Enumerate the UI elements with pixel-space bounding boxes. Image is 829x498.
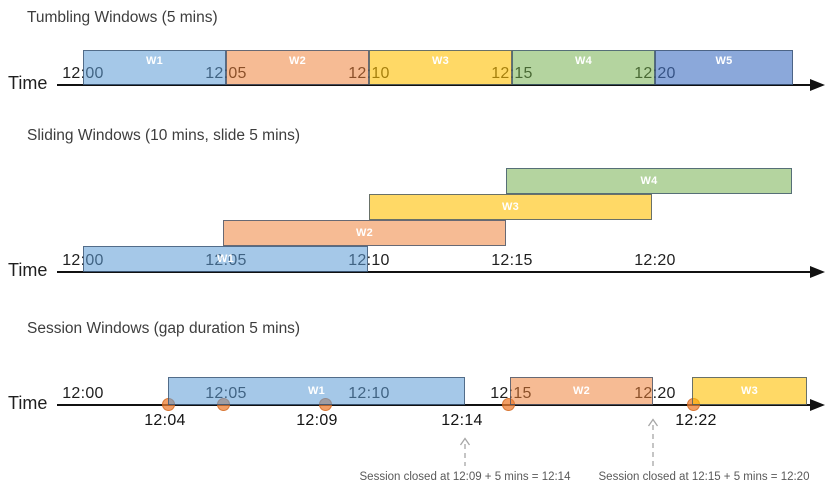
session-windows-time-label: Time <box>8 393 48 413</box>
window-label: W3 <box>501 201 520 213</box>
sliding-windows-title: Sliding Windows (10 mins, slide 5 mins) <box>27 127 301 144</box>
session-windows-bar-w2: W2 <box>510 377 653 405</box>
session-windows-bar-w3: W3 <box>692 377 807 405</box>
sliding-windows-tick-label: 12:15 <box>491 252 533 269</box>
session-close-caption: Session closed at 12:15 + 5 mins = 12:20 <box>598 471 810 483</box>
session-close-caption: Session closed at 12:09 + 5 mins = 12:14 <box>359 471 571 483</box>
sliding-windows-bar-w2: W2 <box>223 220 506 246</box>
tumbling-windows-axis-line <box>57 84 810 86</box>
tumbling-windows-bar-w3: W3 <box>369 50 512 85</box>
window-label: W4 <box>640 175 658 187</box>
window-label: W2 <box>355 227 374 239</box>
session-close-arrow-icon <box>647 418 659 466</box>
tumbling-windows-bar-w4: W4 <box>512 50 655 85</box>
tumbling-windows-axis-arrowhead-icon <box>810 79 825 91</box>
event-time-label: 12:09 <box>296 412 338 429</box>
window-label: W2 <box>572 385 591 397</box>
sliding-windows-axis-arrowhead-icon <box>810 266 825 278</box>
tumbling-windows-time-label: Time <box>8 73 48 93</box>
window-label: W5 <box>715 55 733 67</box>
sliding-windows-bar-w4: W4 <box>506 168 792 194</box>
sliding-windows-tick-label: 12:20 <box>634 252 676 269</box>
event-time-label: 12:04 <box>144 412 186 429</box>
window-label: W1 <box>145 55 164 67</box>
window-label: W3 <box>431 55 450 67</box>
tumbling-windows-bar-w2: W2 <box>226 50 369 85</box>
session-windows-title: Session Windows (gap duration 5 mins) <box>27 320 301 337</box>
window-label: W3 <box>740 385 759 397</box>
sliding-windows-bar-w3: W3 <box>369 194 652 220</box>
session-windows-bar-w1: W1 <box>168 377 465 405</box>
window-label: W1 <box>216 253 235 265</box>
session-windows-axis-arrowhead-icon <box>810 399 825 411</box>
session-windows-axis-line <box>57 404 810 406</box>
event-time-label: 12:22 <box>675 412 717 429</box>
window-label: W1 <box>307 385 326 397</box>
event-time-label: 12:14 <box>441 412 483 429</box>
window-label: W4 <box>574 55 593 67</box>
sliding-windows-time-label: Time <box>8 260 48 280</box>
tumbling-windows-bar-w5: W5 <box>655 50 793 85</box>
window-label: W2 <box>288 55 307 67</box>
sliding-windows-bar-w1: W1 <box>83 246 368 272</box>
session-windows-tick-label: 12:00 <box>62 385 104 402</box>
tumbling-windows-bar-w1: W1 <box>83 50 226 85</box>
session-close-arrow-icon <box>459 437 471 466</box>
tumbling-windows-title: Tumbling Windows (5 mins) <box>27 9 218 26</box>
sliding-windows-axis-line <box>57 271 810 273</box>
